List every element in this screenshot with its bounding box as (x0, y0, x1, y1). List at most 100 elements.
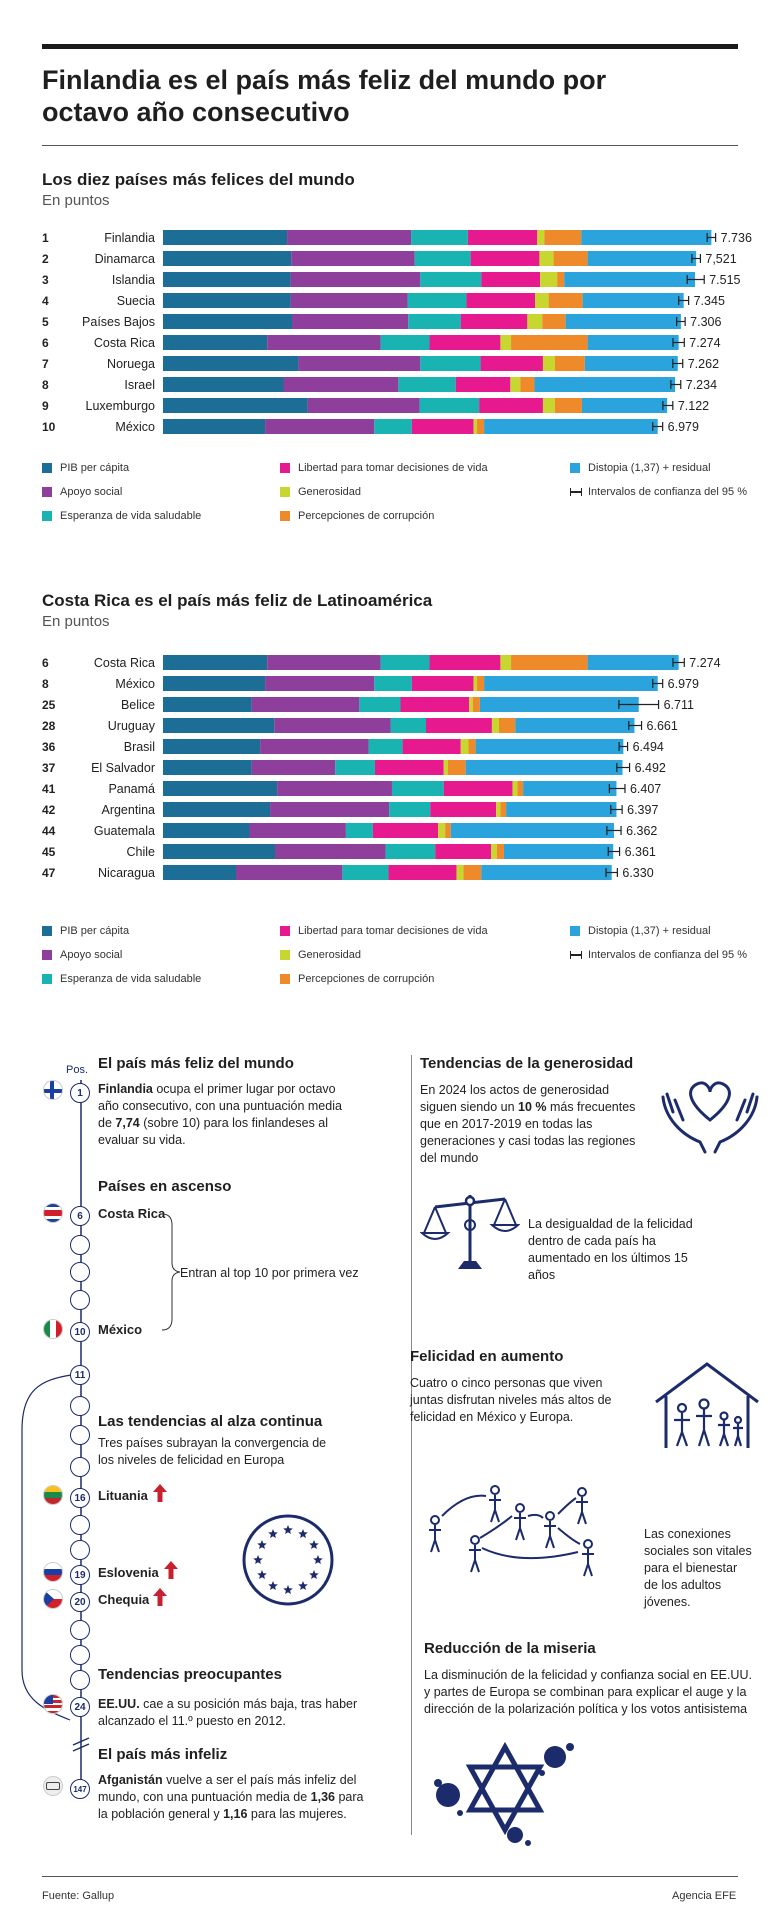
bar-segment (473, 419, 478, 434)
bar-segment (542, 314, 566, 329)
score-label: 7.274 (689, 656, 720, 670)
timeline-rank-circle (70, 1396, 90, 1416)
bar-segment (506, 802, 617, 817)
country-label: Islandia (112, 273, 155, 287)
country-label: Uruguay (108, 719, 156, 733)
bar-segment (380, 655, 430, 670)
worrying-heading: Tendencias preocupantes (98, 1666, 282, 1683)
bar-segment (163, 781, 278, 796)
rank-label: 41 (42, 782, 56, 796)
bar-segment (527, 314, 543, 329)
worrying-text: EE.UU. cae a su posición más baja, tras … (98, 1697, 358, 1728)
country-label: Brasil (124, 740, 155, 754)
timeline-rank-circle (70, 1515, 90, 1535)
legend-pib: PIB per cápita (42, 462, 129, 474)
up-arrow-icon (164, 1561, 178, 1579)
bar-segment (503, 844, 614, 859)
misery-text: La disminución de la felicidad y confian… (424, 1668, 752, 1716)
misery-heading: Reducción de la miseria (424, 1640, 596, 1657)
upward-heading: Las tendencias al alza continua (98, 1413, 323, 1430)
rank-label: 8 (42, 378, 49, 392)
timeline-rank-circle (70, 1540, 90, 1560)
timeline-rank-circle (70, 1457, 90, 1477)
bar-segment (581, 230, 712, 245)
bar-segment (467, 230, 538, 245)
country-label: Dinamarca (95, 252, 155, 266)
bar-segment (251, 760, 336, 775)
bar-segment (477, 676, 485, 691)
bar-segment (391, 781, 444, 796)
country-label: Finlandia (104, 231, 155, 245)
bar-segment (470, 251, 540, 266)
bar-segment (466, 293, 536, 308)
chart2-title: Costa Rica es el país más feliz de Latin… (42, 591, 433, 610)
bar-segment (163, 718, 275, 733)
bar-segment (435, 844, 492, 859)
chart1-title: Los diez países más felices del mundo (42, 170, 355, 189)
bar-segment (555, 356, 585, 371)
bar-segment (499, 718, 516, 733)
legend-distopia: Distopia (1,37) + residual (570, 462, 711, 474)
rank-label: 45 (42, 845, 56, 859)
bar-segment (484, 419, 658, 434)
bar-segment (479, 398, 543, 413)
bar-segment (512, 781, 518, 796)
score-label: 7.515 (709, 273, 740, 287)
bar-segment (163, 230, 288, 245)
legend-corrupcion: Percepciones de corrupción (280, 510, 434, 522)
legend-apoyo: Apoyo social (42, 949, 122, 961)
rank-label: 36 (42, 740, 56, 754)
eu-star (313, 1555, 323, 1564)
eu-stars-icon (242, 1514, 334, 1606)
slovenia-flag-icon (43, 1562, 63, 1582)
bar-segment (389, 802, 431, 817)
bar-segment (473, 676, 478, 691)
bar-segment (400, 697, 470, 712)
legend-generosidad: Generosidad (280, 486, 361, 498)
eu-star (298, 1581, 308, 1590)
rank-label: 3 (42, 273, 49, 287)
bar-segment (335, 760, 375, 775)
bar-segment (163, 335, 268, 350)
bar-segment (587, 655, 679, 670)
bar-segment (469, 697, 473, 712)
timeline-rank-circle: 24 (70, 1697, 90, 1717)
score-label: 7.274 (689, 336, 720, 350)
bar-segment (163, 314, 293, 329)
rank-label: 1 (42, 231, 49, 245)
unhappiest-text: Afganistán vuelve a ser el país más infe… (98, 1773, 364, 1821)
bar-segment (553, 251, 588, 266)
country-label: Suecia (117, 294, 155, 308)
rank-label: 42 (42, 803, 56, 817)
bar-segment (456, 865, 464, 880)
bar-segment (450, 823, 614, 838)
rank-label: 7 (42, 357, 49, 371)
legend-esperanza: Esperanza de vida saludable (42, 510, 201, 522)
costa-rica-label: Costa Rica (98, 1206, 166, 1221)
bar-segment (445, 823, 451, 838)
country-label: México (115, 420, 155, 434)
star-splatter-icon (434, 1741, 574, 1846)
score-label: 7.736 (721, 231, 752, 245)
finland-flag-icon (43, 1080, 63, 1100)
bar-segment (163, 655, 268, 670)
timeline-rank-circle: 19 (70, 1565, 90, 1585)
rank-label: 2 (42, 252, 49, 266)
bar-segment (481, 272, 541, 287)
bar-segment (290, 293, 408, 308)
source-label: Fuente: Gallup (42, 1890, 115, 1902)
bar-segment (475, 739, 624, 754)
bar-segment (265, 676, 375, 691)
bar-segment (420, 272, 482, 287)
bar-segment (163, 293, 291, 308)
bar-segment (163, 802, 271, 817)
bar-segment (411, 676, 474, 691)
timeline-rank-circle: 6 (70, 1206, 90, 1226)
bar-segment (267, 655, 381, 670)
rank-label: 47 (42, 866, 56, 880)
score-label: 7.345 (694, 294, 725, 308)
bar-segment (477, 419, 485, 434)
score-label: 7.306 (690, 315, 721, 329)
bar-segment (430, 802, 497, 817)
timeline-rank-circle (70, 1645, 90, 1665)
